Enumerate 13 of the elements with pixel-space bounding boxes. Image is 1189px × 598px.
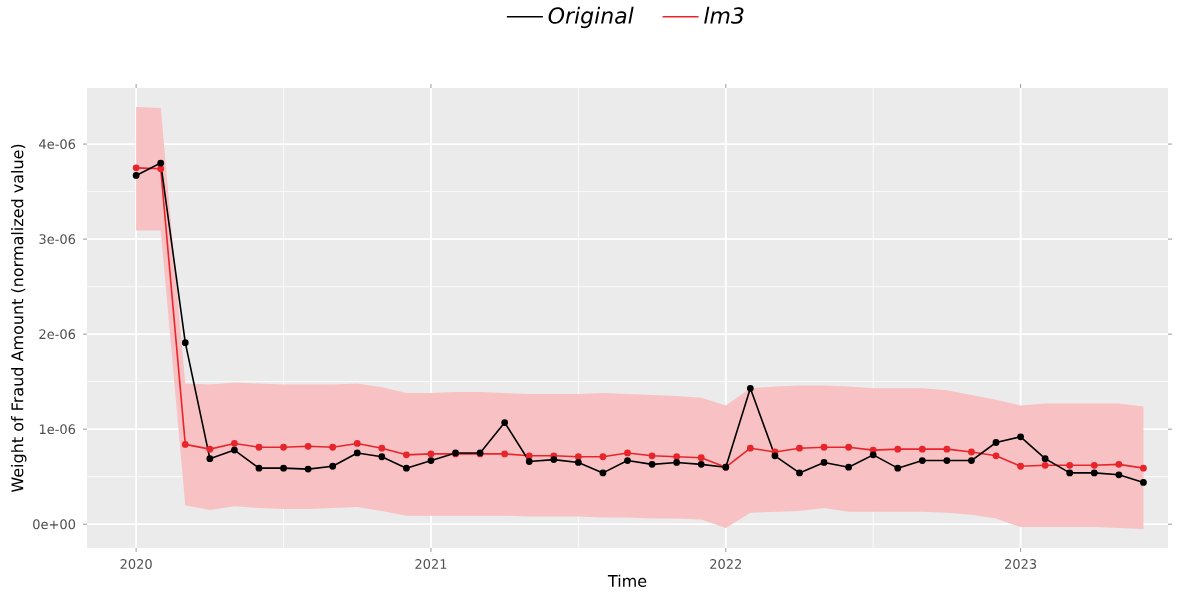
y-axis-title: Weight of Fraud Amount (normalized value): [11, 144, 27, 493]
x-axis-title: Time: [607, 574, 647, 587]
legend-label: Original: [548, 6, 634, 29]
y-tick-label: 2e-06: [39, 329, 76, 340]
x-tick-label: 2022: [710, 559, 741, 569]
y-tick-label: 4e-06: [39, 139, 76, 149]
legend-label: lm3: [704, 6, 744, 24]
x-tick-label: 2023: [1004, 559, 1037, 569]
x-tick-label: 2020: [120, 559, 152, 569]
y-tick-label: 1e-06: [39, 424, 76, 435]
y-tick-label: 0e+00: [33, 519, 76, 530]
y-tick-label: 3e-06: [39, 234, 76, 245]
x-tick-label: 2021: [415, 559, 447, 569]
